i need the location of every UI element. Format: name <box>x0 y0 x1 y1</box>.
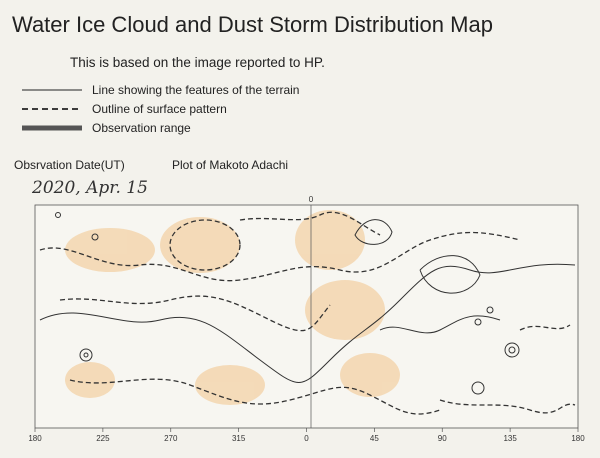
top-label: 0 <box>309 195 314 204</box>
legend: Line showing the features of the terrain… <box>22 83 299 135</box>
cloud-regions <box>65 210 400 405</box>
axis-label: 0 <box>304 434 309 443</box>
axis-label: 225 <box>96 434 110 443</box>
axis-label: 315 <box>232 434 246 443</box>
axis-label: 45 <box>370 434 379 443</box>
axis-label: 135 <box>503 434 517 443</box>
legend-label: Observation range <box>92 121 191 135</box>
date-label: Obsrvation Date(UT) <box>14 158 125 172</box>
subtitle: This is based on the image reported to H… <box>70 55 325 70</box>
surface-outlines <box>39 211 576 415</box>
axis-label: 180 <box>28 434 42 443</box>
title: Water Ice Cloud and Dust Storm Distribut… <box>12 12 493 37</box>
axis-label: 270 <box>164 434 178 443</box>
map: 180 225 270 315 0 45 90 135 180 0 <box>28 195 585 443</box>
terrain-lines <box>39 212 576 395</box>
axis-label: 90 <box>438 434 447 443</box>
plot-label: Plot of Makoto Adachi <box>172 158 288 172</box>
axis-labels: 180 225 270 315 0 45 90 135 180 <box>28 428 585 443</box>
legend-label: Line showing the features of the terrain <box>92 83 299 97</box>
legend-label: Outline of surface pattern <box>92 102 227 116</box>
observation-date: 2020, Apr. 15 <box>31 178 148 198</box>
axis-label: 180 <box>571 434 585 443</box>
